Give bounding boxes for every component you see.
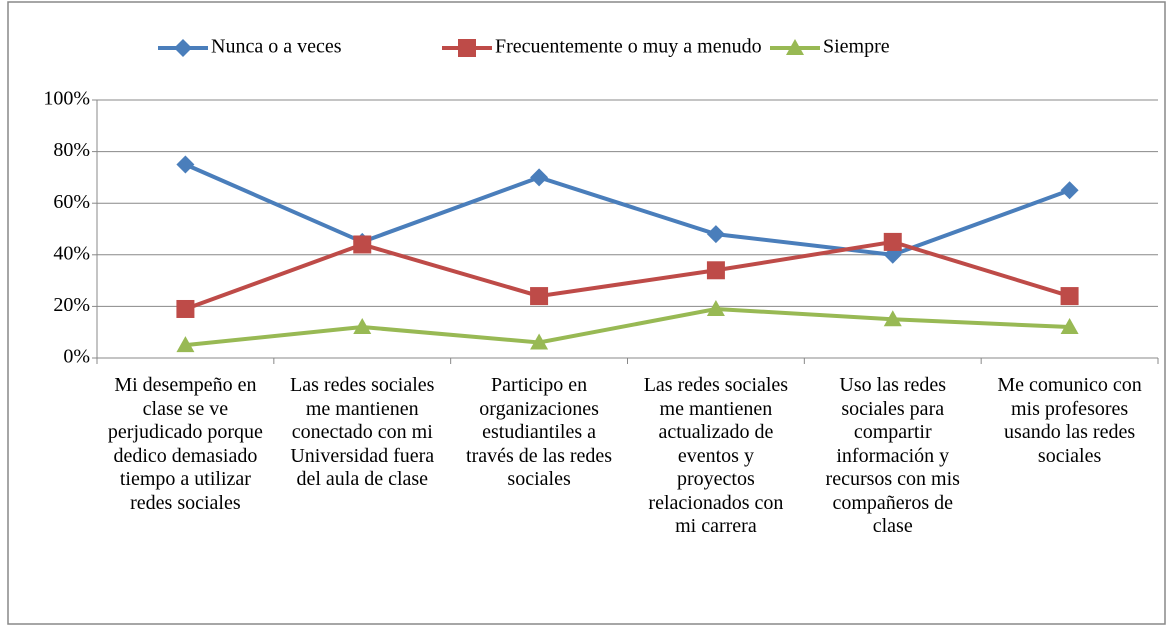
- y-tick-label: 60%: [53, 191, 90, 213]
- series-line: [184, 239, 1071, 311]
- y-tick-label: 80%: [53, 139, 90, 161]
- x-tick-label: Uso las redes sociales para compartir in…: [825, 374, 960, 537]
- marker: [706, 225, 725, 244]
- marker: [530, 168, 549, 187]
- marker: [353, 235, 372, 254]
- x-tick-label: Las redes sociales me mantienen actualiz…: [643, 374, 789, 537]
- legend-label: Nunca o a veces: [211, 36, 342, 58]
- marker: [706, 299, 725, 316]
- chart-frame: [7, 1, 1166, 625]
- y-tick-label: 0%: [63, 346, 90, 368]
- x-tick-label: Las redes sociales me mantienen conectad…: [290, 374, 435, 490]
- legend-label: Siempre: [823, 36, 890, 58]
- marker: [176, 299, 195, 318]
- marker: [1060, 318, 1079, 335]
- y-tick-label: 40%: [53, 242, 90, 264]
- y-tick-label: 100%: [43, 88, 90, 110]
- marker: [530, 333, 549, 350]
- legend-label: Frecuentemente o muy a menudo: [495, 36, 762, 58]
- series-line: [185, 306, 1070, 348]
- marker: [353, 318, 372, 335]
- marker: [458, 39, 476, 57]
- marker: [1060, 287, 1079, 306]
- series-line: [184, 162, 1071, 257]
- marker: [1060, 181, 1079, 200]
- x-tick-label: Participo en organizaciones estudiantile…: [466, 374, 613, 490]
- marker: [174, 39, 192, 57]
- marker: [176, 336, 195, 353]
- marker: [176, 155, 195, 174]
- x-tick-label: Mi desempeño en clase se ve perjudicado …: [107, 374, 263, 514]
- marker: [786, 39, 804, 55]
- marker: [883, 232, 902, 251]
- marker: [530, 287, 549, 306]
- y-tick-label: 20%: [53, 294, 90, 316]
- marker: [706, 261, 725, 280]
- x-tick-label: Me comunico con mis profesores usando la…: [997, 374, 1142, 467]
- marker: [883, 310, 902, 327]
